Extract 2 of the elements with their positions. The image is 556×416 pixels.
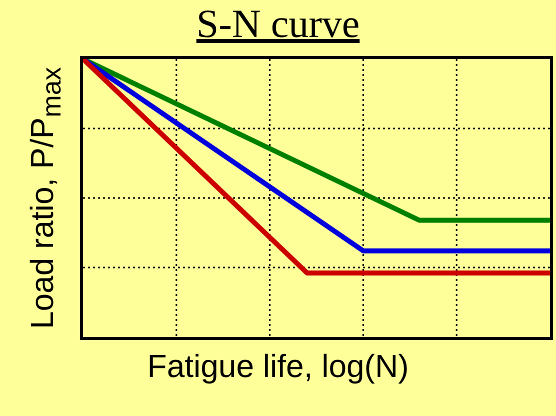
x-axis-title: Fatigue life, log(N) <box>146 348 410 385</box>
chart-title: S-N curve <box>196 1 360 46</box>
